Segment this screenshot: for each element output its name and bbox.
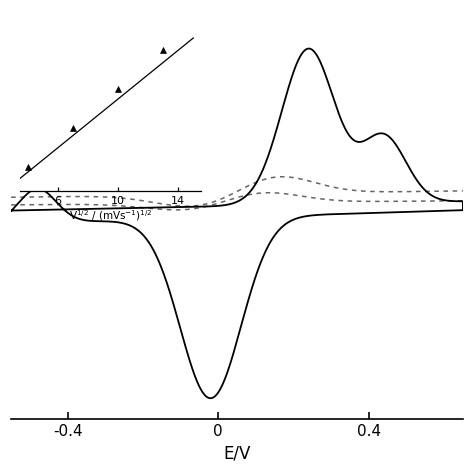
X-axis label: E/V: E/V bbox=[223, 445, 251, 463]
